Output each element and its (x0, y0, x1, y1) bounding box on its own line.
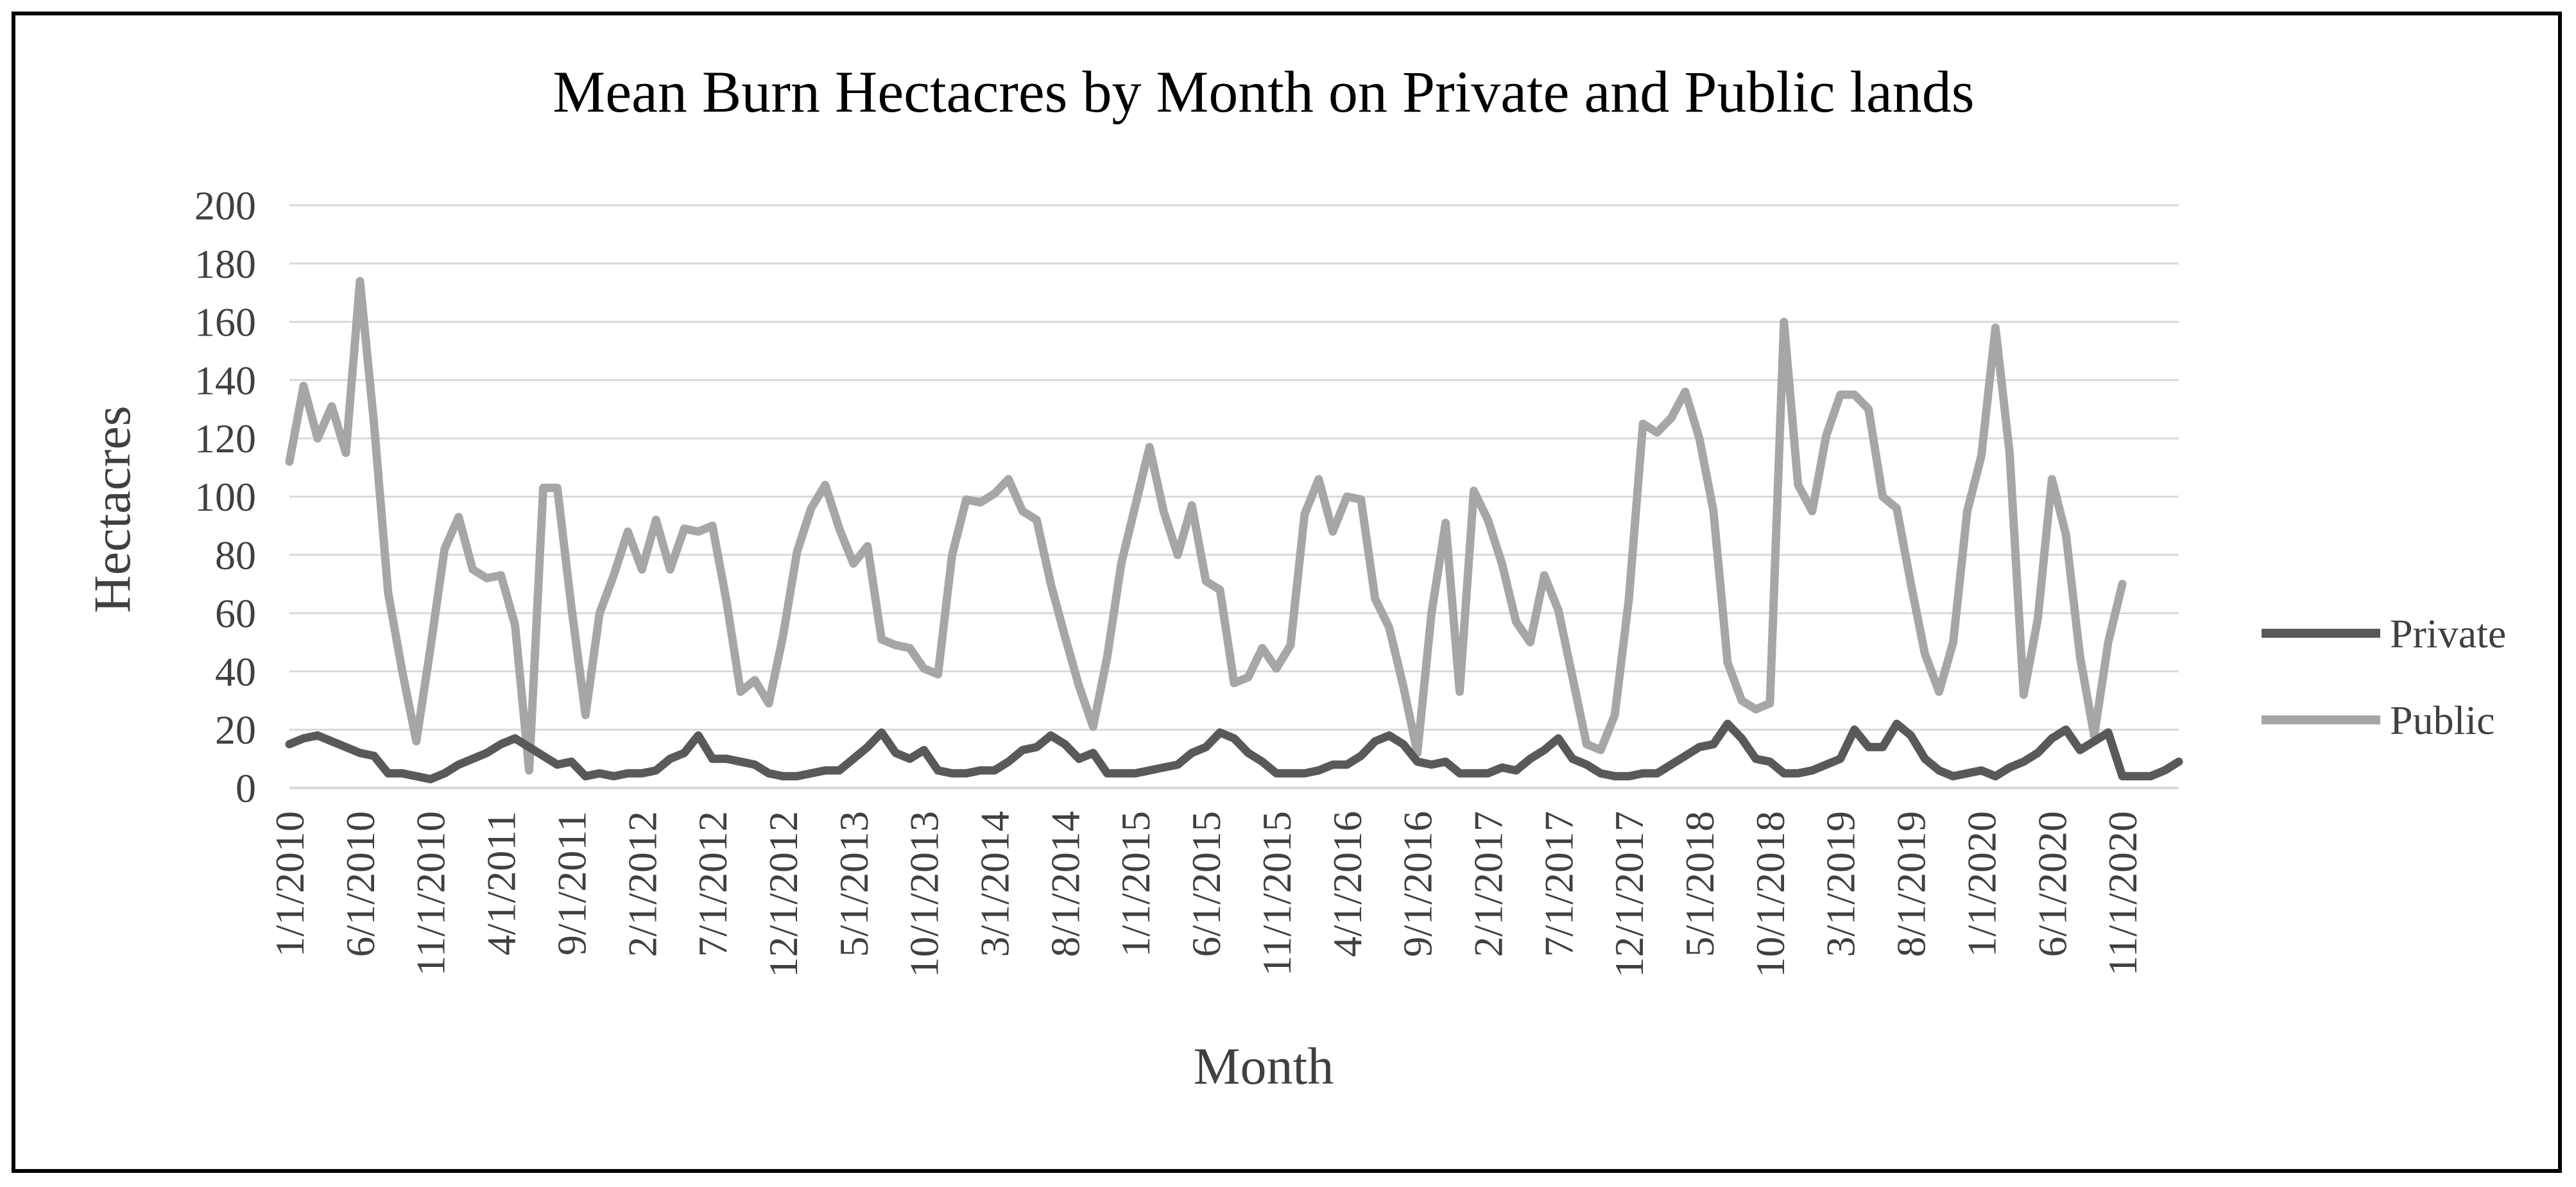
y-tick-label: 140 (194, 357, 256, 403)
x-tick-label: 10/1/2013 (902, 811, 947, 978)
x-tick-label: 3/1/2019 (1818, 811, 1864, 957)
x-axis-title: Month (1194, 1037, 1334, 1095)
x-tick-label: 1/1/2010 (267, 811, 313, 957)
legend: Private Public (2262, 611, 2506, 743)
legend-label-public: Public (2390, 697, 2495, 743)
series-line-private (285, 719, 2183, 783)
chart-title: Mean Burn Hectacres by Month on Private … (553, 59, 1974, 124)
x-axis-ticks: 1/1/2010 6/1/2010 11/1/2010 4/1/2011 9/1/201… (267, 811, 2145, 978)
x-tick-label: 4/1/2011 (479, 811, 524, 955)
y-tick-label: 100 (194, 474, 256, 520)
x-tick-label: 11/1/2020 (2100, 811, 2145, 976)
x-tick-label: 5/1/2018 (1677, 811, 1722, 957)
x-tick-label: 2/1/2017 (1465, 811, 1511, 957)
x-tick-label: 8/1/2014 (1042, 811, 1088, 957)
y-tick-label: 40 (215, 649, 256, 694)
x-tick-label: 2/1/2012 (619, 811, 665, 957)
x-tick-label: 6/1/2010 (338, 811, 383, 957)
x-tick-label: 8/1/2019 (1889, 811, 1934, 957)
y-tick-label: 200 (194, 183, 256, 228)
y-tick-label: 160 (194, 300, 256, 345)
x-tick-label: 12/1/2012 (760, 811, 806, 978)
y-tick-label: 180 (194, 241, 256, 287)
x-tick-label: 4/1/2016 (1325, 811, 1370, 957)
legend-label-private: Private (2390, 611, 2506, 656)
x-tick-label: 9/1/2011 (549, 811, 594, 955)
x-tick-label: 5/1/2013 (831, 811, 877, 957)
line-chart: Mean Burn Hectacres by Month on Private … (83, 59, 2506, 1095)
x-tick-label: 12/1/2017 (1606, 811, 1652, 978)
x-tick-label: 3/1/2014 (972, 811, 1018, 957)
x-tick-label: 6/1/2015 (1183, 811, 1229, 957)
y-axis-title: Hectacres (83, 406, 141, 613)
x-tick-label: 7/1/2012 (690, 811, 735, 957)
series-line-public (285, 277, 2127, 775)
gridlines (289, 204, 2179, 731)
y-tick-label: 60 (215, 591, 256, 636)
y-tick-label: 80 (215, 533, 256, 578)
chart-frame: Mean Burn Hectacres by Month on Private … (12, 12, 2562, 1173)
x-tick-label: 6/1/2020 (2029, 811, 2075, 957)
y-tick-label: 0 (236, 765, 256, 811)
x-tick-label: 7/1/2017 (1536, 811, 1581, 957)
x-tick-label: 11/1/2010 (408, 811, 454, 976)
x-tick-label: 1/1/2015 (1113, 811, 1158, 957)
y-tick-label: 120 (194, 416, 256, 461)
y-tick-label: 20 (215, 707, 256, 753)
series-lines (285, 277, 2183, 783)
y-axis-ticks: 0 20 40 60 80 100 120 140 160 180 200 (194, 183, 256, 811)
x-tick-label: 1/1/2020 (1959, 811, 2004, 957)
x-tick-label: 9/1/2016 (1395, 811, 1441, 957)
x-tick-label: 10/1/2018 (1747, 811, 1793, 978)
x-tick-label: 11/1/2015 (1254, 811, 1300, 976)
